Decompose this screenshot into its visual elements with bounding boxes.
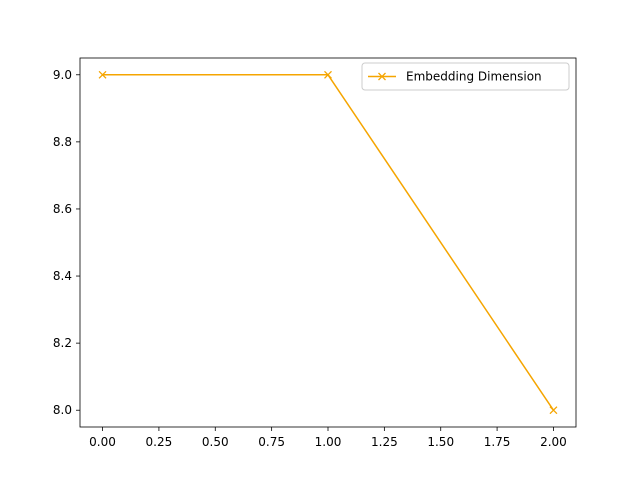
x-tick-label: 1.50 xyxy=(427,435,454,449)
y-tick-label: 8.0 xyxy=(53,403,72,417)
x-tick-label: 0.50 xyxy=(202,435,229,449)
plot-area xyxy=(80,58,576,427)
y-tick-label: 8.4 xyxy=(53,269,72,283)
legend-box xyxy=(361,62,570,91)
x-tick-label: 2.00 xyxy=(540,435,567,449)
legend: Embedding Dimension xyxy=(361,62,570,91)
x-tick-label: 0.00 xyxy=(89,435,116,449)
data-point-marker xyxy=(98,70,107,79)
x-tick-label: 1.00 xyxy=(315,435,342,449)
y-tick-label: 8.8 xyxy=(53,135,72,149)
x-axis: 0.00 0.25 0.50 0.75 1.00 1.25 1.50 1.75 2.00 xyxy=(89,427,567,449)
data-point-marker xyxy=(549,406,558,415)
x-tick-label: 0.25 xyxy=(146,435,173,449)
data-point-marker xyxy=(324,70,332,79)
x-tick-label: 1.75 xyxy=(484,435,511,449)
y-tick-label: 9.0 xyxy=(53,68,72,82)
x-tick-label: 1.25 xyxy=(371,435,398,449)
y-axis: 8.0 8.2 8.4 8.6 8.8 9.0 xyxy=(53,68,80,417)
legend-marker-swatch xyxy=(378,72,386,81)
series-layer xyxy=(98,70,558,415)
legend-label: Embedding Dimension xyxy=(406,70,542,84)
plot-frame xyxy=(79,57,577,428)
y-tick-label: 8.2 xyxy=(53,336,72,350)
y-tick-label: 8.6 xyxy=(53,202,72,216)
x-tick-label: 0.75 xyxy=(258,435,285,449)
